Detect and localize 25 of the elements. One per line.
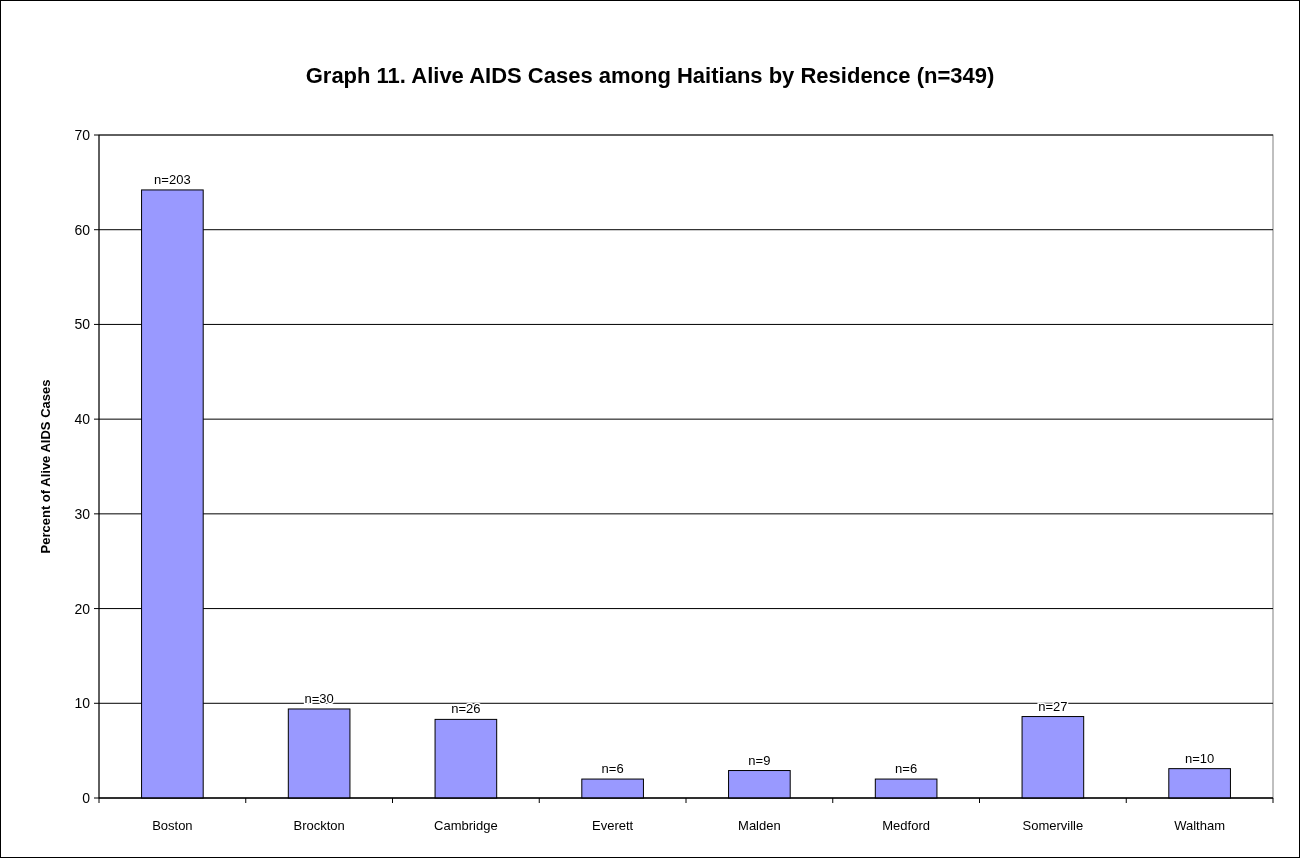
- x-tick-label: Medford: [882, 818, 930, 833]
- y-tick-label: 40: [74, 411, 91, 428]
- y-tick-label: 10: [74, 695, 91, 712]
- y-axis-title: Percent of Alive AIDS Cases: [38, 379, 53, 554]
- x-tick-label: Waltham: [1174, 818, 1226, 833]
- annotation: n=10: [1184, 750, 1215, 766]
- x-tick-label: Malden: [738, 818, 781, 833]
- y-tick-label: 30: [74, 505, 91, 522]
- x-tick-label: Somerville: [1022, 818, 1084, 833]
- annotation: n=26: [451, 701, 481, 717]
- annotation: n=6: [895, 761, 918, 777]
- annotation: n=6: [601, 761, 624, 777]
- y-tick-label: 60: [74, 221, 91, 238]
- y-tick-label: 70: [74, 127, 91, 143]
- y-tick-label: 0: [82, 790, 91, 806]
- x-tick-label: Cambridge: [434, 818, 498, 833]
- chart-title: Graph 11. Alive AIDS Cases among Haitians by Residence (n=349): [305, 63, 995, 88]
- x-tick-label: Boston: [152, 818, 193, 833]
- annotation: n=203: [154, 171, 191, 187]
- annotation: n=30: [304, 690, 334, 706]
- x-tick-label: Everett: [592, 818, 634, 833]
- y-tick-label: 50: [74, 316, 91, 333]
- y-tick-label: 20: [74, 600, 91, 617]
- annotation: n=9: [748, 752, 771, 768]
- x-tick-label: Brockton: [293, 818, 345, 833]
